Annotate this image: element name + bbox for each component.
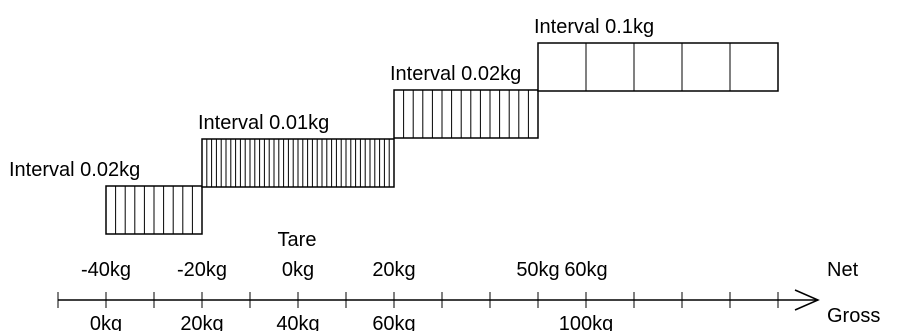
weight-axis: -40kg -20kg 0kg 20kg 50kg 60kg 0kg 20kg 40kg 60k… [57, 229, 880, 331]
net-axis-label: Net [827, 259, 859, 281]
net-tick-label: 60kg [564, 259, 607, 281]
gross-tick-label: 60kg [372, 313, 415, 331]
net-tick-label: -40kg [81, 259, 131, 281]
interval-label: Interval 0.1kg [534, 16, 654, 38]
net-tick-label: 20kg [372, 259, 415, 281]
net-tick-label: -20kg [177, 259, 227, 281]
interval-block: Interval 0.02kg [390, 63, 539, 139]
net-tick-label: 50kg [516, 259, 559, 281]
gross-tick-labels: 0kg 20kg 40kg 60kg 100kg [90, 313, 613, 331]
interval-block: Interval 0.01kg [198, 112, 395, 188]
interval-label: Interval 0.02kg [9, 159, 140, 181]
gross-axis-label: Gross [827, 305, 880, 327]
interval-label: Interval 0.01kg [198, 112, 329, 134]
gross-tick-label: 20kg [180, 313, 223, 331]
gross-tick-label: 40kg [276, 313, 319, 331]
gross-tick-label: 0kg [90, 313, 122, 331]
interval-block: Interval 0.02kg [9, 159, 203, 235]
net-tick-labels: -40kg -20kg 0kg 20kg 50kg 60kg [81, 259, 608, 281]
gross-tick-label: 100kg [559, 313, 614, 331]
interval-frame [537, 42, 779, 92]
interval-label: Interval 0.02kg [390, 63, 521, 85]
interval-block: Interval 0.1kg [534, 16, 779, 92]
axis-arrowhead [794, 289, 820, 311]
axis-ticks [57, 292, 779, 308]
tare-label: Tare [278, 229, 317, 251]
interval-frame [393, 89, 539, 139]
interval-blocks: Interval 0.02kg Interval 0.01kg Interval 0… [9, 16, 779, 235]
net-tick-label: 0kg [282, 259, 314, 281]
